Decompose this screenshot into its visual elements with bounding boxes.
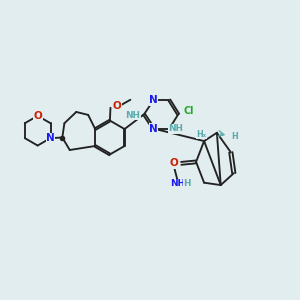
Text: N: N (149, 124, 158, 134)
Text: H: H (231, 132, 238, 141)
Text: O: O (33, 111, 42, 121)
Text: N: N (149, 95, 158, 105)
Text: Cl: Cl (183, 106, 194, 116)
Text: Hₓ: Hₓ (196, 130, 206, 139)
Text: NH: NH (125, 111, 140, 120)
Text: NH: NH (170, 179, 185, 188)
Text: O: O (112, 101, 122, 111)
Text: NH: NH (168, 124, 183, 134)
Text: O: O (170, 158, 179, 168)
Text: N: N (46, 133, 55, 143)
Text: H: H (183, 179, 191, 188)
